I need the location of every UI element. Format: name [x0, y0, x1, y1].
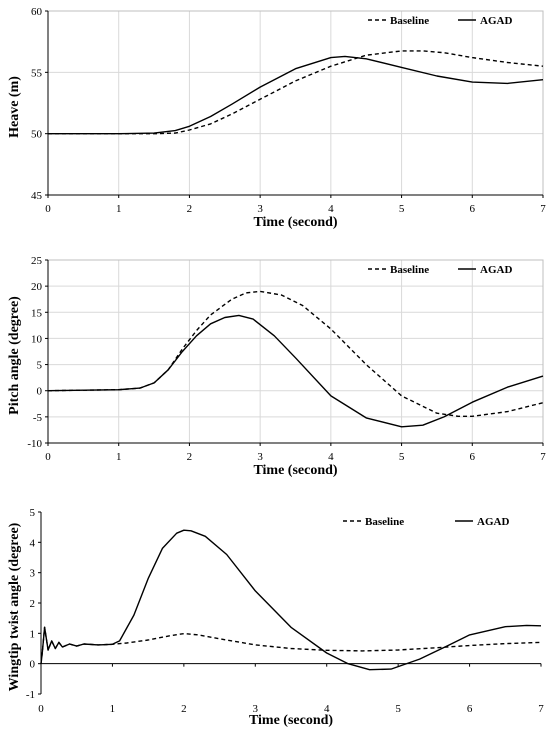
y-tick-label: -5: [33, 412, 43, 424]
x-tick-label: 7: [540, 451, 546, 463]
legend-label-agad: AGAD: [480, 15, 512, 27]
x-tick-label: 1: [116, 451, 122, 463]
y-axis-label: Wingtip twist angle (degree): [7, 522, 22, 691]
x-tick-label: 2: [181, 703, 187, 715]
x-tick-label: 3: [257, 203, 263, 215]
legend-label-baseline: Baseline: [390, 264, 429, 276]
series-line-baseline: [47, 290, 544, 417]
series-line-baseline: [40, 626, 542, 664]
x-tick-label: 0: [38, 703, 44, 715]
x-tick-label: 7: [538, 703, 544, 715]
y-tick-label: 5: [37, 360, 43, 372]
x-tick-label: 6: [470, 451, 476, 463]
x-axis-label: Time (second): [253, 215, 337, 230]
y-tick-label: 10: [31, 333, 43, 345]
x-tick-label: 4: [324, 703, 330, 715]
legend-label-agad: AGAD: [480, 264, 512, 276]
y-tick-label: 45: [31, 190, 43, 202]
x-tick-label: 2: [187, 451, 193, 463]
x-tick-label: 1: [116, 203, 122, 215]
x-tick-label: 2: [187, 203, 193, 215]
series-line-baseline: [48, 50, 544, 135]
x-tick-label: 4: [328, 203, 334, 215]
x-tick-label: 3: [253, 703, 259, 715]
y-axis-label: Heave (m): [7, 76, 22, 138]
x-tick-label: 1: [110, 703, 116, 715]
y-tick-label: 15: [31, 307, 43, 319]
y-tick-label: -1: [26, 689, 35, 701]
y-tick-label: 50: [31, 129, 43, 141]
y-tick-label: 55: [31, 67, 43, 79]
x-tick-label: 4: [328, 451, 334, 463]
series-line-agad: [40, 529, 542, 671]
y-tick-label: 0: [30, 659, 36, 671]
y-tick-label: 3: [30, 568, 36, 580]
x-axis-label: Time (second): [249, 713, 333, 728]
legend-label-agad: AGAD: [477, 516, 509, 528]
series-line-agad: [47, 314, 544, 428]
x-tick-label: 5: [395, 703, 401, 715]
x-tick-label: 7: [540, 203, 546, 215]
x-tick-label: 5: [399, 451, 405, 463]
y-tick-label: 0: [37, 386, 43, 398]
x-tick-label: 6: [467, 703, 473, 715]
y-axis-label: Pitch angle (degree): [7, 296, 22, 415]
legend-label-baseline: Baseline: [365, 516, 404, 528]
y-tick-label: 25: [31, 255, 43, 267]
x-tick-label: 3: [257, 451, 263, 463]
x-tick-label: 6: [470, 203, 476, 215]
y-tick-label: 60: [31, 6, 43, 18]
x-axis-label: Time (second): [253, 463, 337, 478]
legend-label-baseline: Baseline: [390, 15, 429, 27]
plot-frame: [47, 10, 544, 196]
y-tick-label: 4: [30, 537, 36, 549]
plot-frame: [47, 259, 544, 444]
y-tick-label: 5: [30, 507, 36, 519]
y-tick-label: 2: [30, 598, 36, 610]
series-line-agad: [48, 55, 544, 135]
y-tick-label: 20: [31, 281, 43, 293]
y-tick-label: 1: [30, 628, 36, 640]
x-tick-label: 0: [45, 451, 51, 463]
pitch-angle-chart: -10 -5 0 5 10 15 20 25 0 1 2 3 4 5 6 7 Time (second) Pitc…: [7, 255, 546, 478]
x-tick-label: 5: [399, 203, 405, 215]
y-tick-label: -10: [27, 438, 42, 450]
x-tick-label: 0: [45, 203, 51, 215]
